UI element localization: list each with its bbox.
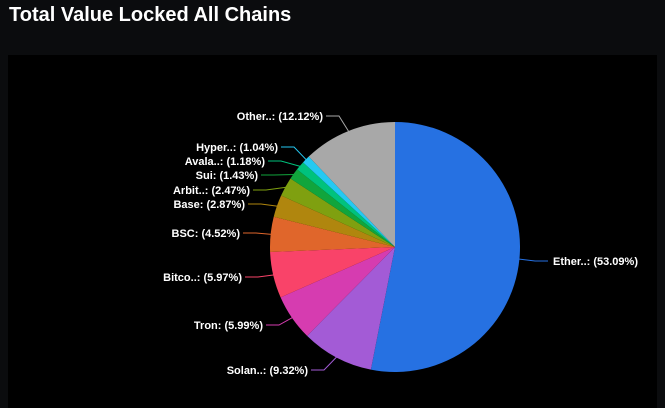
pie-slice-ether[interactable] bbox=[370, 122, 521, 372]
pie-slice-other[interactable] bbox=[308, 122, 395, 247]
pie-slice-sui[interactable] bbox=[290, 169, 395, 247]
slice-label-bitco: Bitco..: (5.97%) bbox=[163, 272, 242, 284]
slice-label-ether: Ether..: (53.09%) bbox=[553, 256, 638, 268]
label-line-solan bbox=[311, 356, 338, 371]
label-line-bsc bbox=[243, 232, 272, 235]
slice-label-hyper: Hyper..: (1.04%) bbox=[196, 142, 278, 154]
label-line-hyper bbox=[281, 146, 307, 161]
label-line-arbit bbox=[253, 186, 287, 191]
slice-label-avala: Avala..: (1.18%) bbox=[185, 156, 266, 168]
label-line-tron bbox=[266, 316, 294, 326]
pie-slice-avala[interactable] bbox=[297, 162, 395, 247]
pie-slice-base[interactable] bbox=[273, 195, 395, 247]
slice-label-bsc: BSC: (4.52%) bbox=[172, 228, 241, 240]
pie-slice-hyper[interactable] bbox=[303, 156, 395, 247]
label-line-avala bbox=[268, 160, 301, 167]
pie-slice-solan[interactable] bbox=[307, 247, 395, 370]
slice-label-sui: Sui: (1.43%) bbox=[196, 170, 259, 182]
label-line-bitco bbox=[245, 274, 275, 278]
pie-slice-tron[interactable] bbox=[280, 247, 395, 336]
slice-label-arbit: Arbit..: (2.47%) bbox=[173, 185, 250, 197]
slice-label-solan: Solan..: (9.32%) bbox=[227, 365, 309, 377]
slice-label-base: Base: (2.87%) bbox=[173, 199, 245, 211]
label-line-sui bbox=[261, 173, 295, 176]
page-title: Total Value Locked All Chains bbox=[9, 4, 292, 26]
slice-label-other: Other..: (12.12%) bbox=[237, 111, 324, 123]
slice-label-tron: Tron: (5.99%) bbox=[194, 320, 263, 332]
pie-slice-bitco[interactable] bbox=[270, 247, 395, 298]
label-line-other bbox=[326, 115, 350, 133]
pie-slice-bsc[interactable] bbox=[270, 216, 395, 252]
pie-slice-arbit[interactable] bbox=[281, 178, 395, 248]
label-line-base bbox=[248, 203, 278, 207]
label-line-ether bbox=[518, 258, 548, 262]
